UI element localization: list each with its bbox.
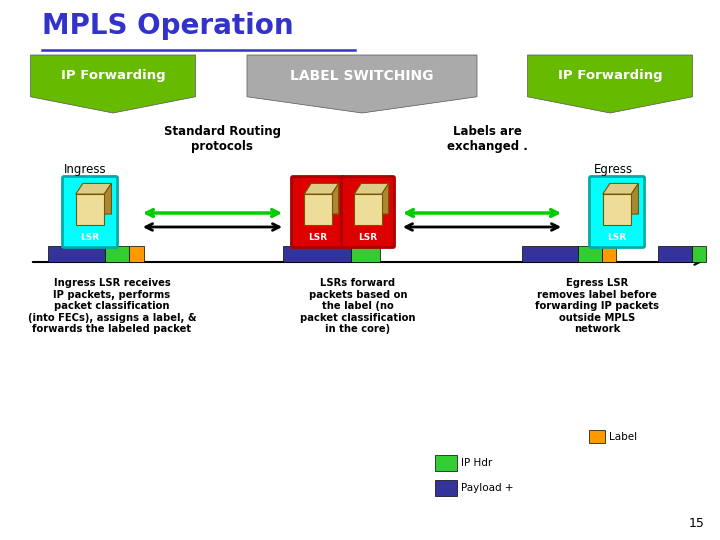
Polygon shape (76, 184, 112, 194)
Text: IP Forwarding: IP Forwarding (60, 69, 166, 83)
Text: IP Hdr: IP Hdr (461, 458, 492, 468)
Text: LSRs forward
packets based on
the label (no
packet classification
in the core): LSRs forward packets based on the label … (300, 278, 415, 334)
Bar (351, 246, 380, 262)
Polygon shape (305, 184, 338, 194)
Polygon shape (631, 184, 639, 214)
Text: 15: 15 (689, 517, 705, 530)
Text: Labels are
exchanged .: Labels are exchanged . (446, 125, 528, 153)
FancyBboxPatch shape (590, 177, 644, 247)
FancyBboxPatch shape (292, 177, 344, 247)
Bar (578, 246, 602, 262)
Text: MPLS Operation: MPLS Operation (42, 12, 294, 40)
Text: Standard Routing
protocols: Standard Routing protocols (163, 125, 281, 153)
Text: Payload +: Payload + (461, 483, 513, 493)
Text: LABEL SWITCHING: LABEL SWITCHING (290, 69, 433, 83)
Polygon shape (382, 184, 389, 214)
Polygon shape (354, 184, 389, 194)
Polygon shape (354, 194, 382, 225)
FancyBboxPatch shape (63, 177, 117, 247)
Bar (130, 246, 144, 262)
Polygon shape (528, 55, 693, 113)
Text: LSR: LSR (608, 233, 626, 242)
Bar (692, 246, 706, 262)
Polygon shape (104, 184, 112, 214)
Bar (658, 246, 692, 262)
Text: Label: Label (609, 431, 637, 442)
Polygon shape (247, 55, 477, 113)
Bar (602, 246, 616, 262)
Bar (105, 246, 130, 262)
Bar (48, 246, 105, 262)
Bar (435, 480, 457, 496)
Text: LSR: LSR (359, 233, 377, 242)
Text: Ingress: Ingress (63, 163, 107, 176)
Polygon shape (305, 194, 332, 225)
Bar (522, 246, 578, 262)
Text: LSR: LSR (81, 233, 99, 242)
Text: Egress: Egress (593, 163, 633, 176)
Text: Ingress LSR receives
IP packets, performs
packet classification
(into FECs), ass: Ingress LSR receives IP packets, perform… (27, 278, 197, 334)
Bar (589, 430, 605, 443)
Bar (283, 246, 351, 262)
Bar (435, 455, 457, 471)
Polygon shape (603, 184, 639, 194)
Text: IP Forwarding: IP Forwarding (558, 69, 662, 83)
Text: LSR: LSR (308, 233, 328, 242)
Polygon shape (332, 184, 338, 214)
Polygon shape (603, 194, 631, 225)
Polygon shape (76, 194, 104, 225)
Polygon shape (30, 55, 196, 113)
Text: Egress LSR
removes label before
forwarding IP packets
outside MPLS
network: Egress LSR removes label before forwardi… (535, 278, 659, 334)
FancyBboxPatch shape (341, 177, 395, 247)
